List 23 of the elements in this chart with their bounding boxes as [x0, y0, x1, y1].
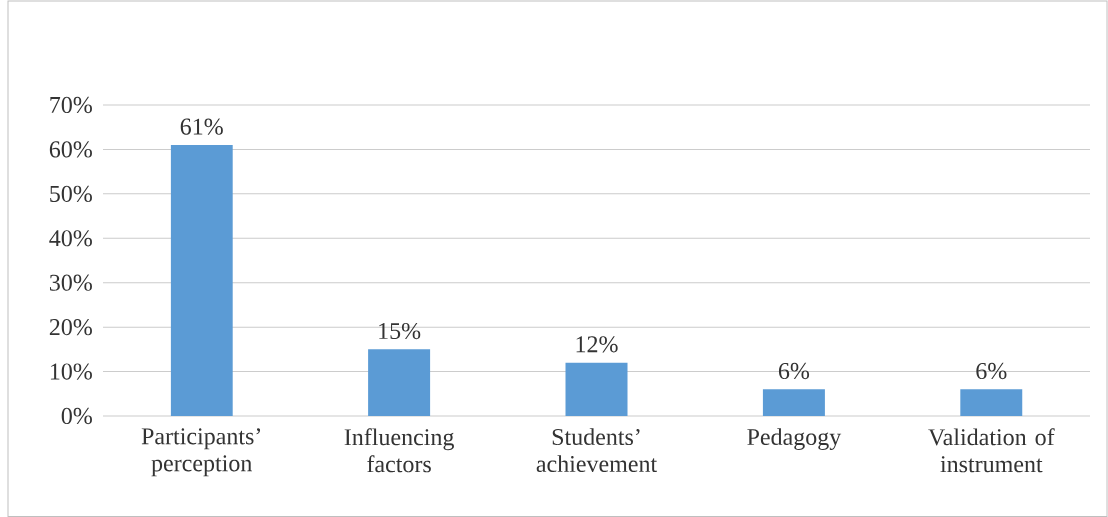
x-tick-label: Influencing factors: [344, 428, 454, 473]
bar: [368, 349, 431, 416]
x-tick-label: Students’ achievement: [536, 428, 658, 473]
data-label: 6%: [976, 362, 1007, 380]
x-tick-label: Participants’ perception: [141, 428, 261, 477]
y-tick-label: 70%: [50, 96, 92, 114]
data-label: 12%: [576, 336, 618, 353]
y-tick-label: 10%: [50, 363, 92, 380]
y-tick-label: 20%: [49, 319, 92, 336]
y-tick-label: 50%: [50, 185, 92, 202]
bar: [762, 389, 825, 416]
data-label: 61%: [180, 118, 223, 135]
bar: [960, 389, 1023, 416]
y-tick-label: 60%: [49, 141, 92, 158]
y-tick-label: 40%: [49, 230, 92, 247]
x-tick-label: Validation of instrument: [928, 428, 1055, 473]
x-tick-label: Pedagogy: [747, 428, 842, 451]
bar: [170, 144, 233, 416]
bar: [565, 362, 628, 416]
y-tick-label: 30%: [49, 274, 92, 291]
data-label: 6%: [778, 362, 810, 380]
y-tick-label: 0%: [61, 407, 92, 425]
data-label: 15%: [379, 322, 421, 340]
